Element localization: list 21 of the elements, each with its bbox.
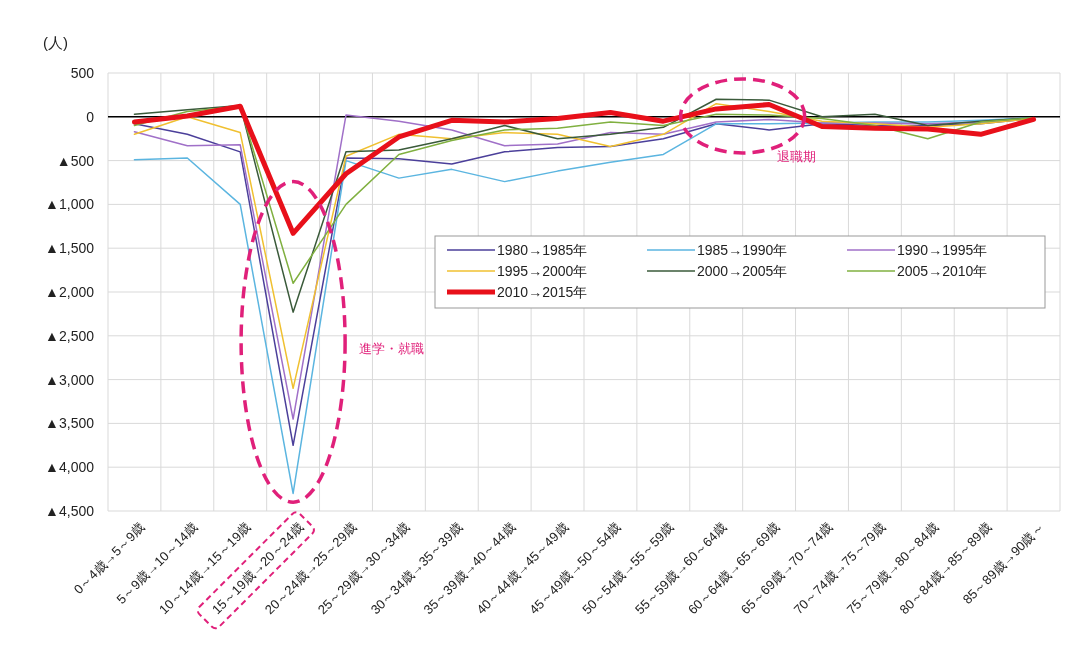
- y-tick-label: ▲500: [56, 152, 95, 169]
- legend-label: 2010→2015年: [497, 283, 588, 300]
- y-tick-label: 500: [70, 64, 95, 81]
- legend-label: 2005→2010年: [897, 262, 988, 279]
- y-tick-label: ▲1,500: [45, 240, 95, 257]
- legend-label: 1985→1990年: [697, 241, 788, 258]
- annotation: 退職期: [777, 148, 817, 164]
- y-tick-label: ▲4,500: [45, 502, 95, 519]
- y-tick-label: ▲3,000: [45, 371, 95, 388]
- legend-label: 1980→1985年: [497, 241, 588, 258]
- y-tick-label: ▲2,500: [45, 327, 95, 344]
- y-tick-label: ▲1,000: [45, 196, 95, 213]
- annotation: 進学・就職: [359, 341, 425, 357]
- legend-label: 1995→2000年: [497, 262, 588, 279]
- y-tick-label: ▲3,500: [45, 415, 95, 432]
- y-tick-label: ▲4,000: [45, 459, 95, 476]
- y-axis-title: (人): [43, 34, 68, 51]
- y-tick-label: 0: [86, 108, 95, 125]
- y-tick-label: ▲2,000: [45, 283, 95, 300]
- legend-label: 1990→1995年: [897, 241, 988, 258]
- legend-label: 2000→2005年: [697, 262, 788, 279]
